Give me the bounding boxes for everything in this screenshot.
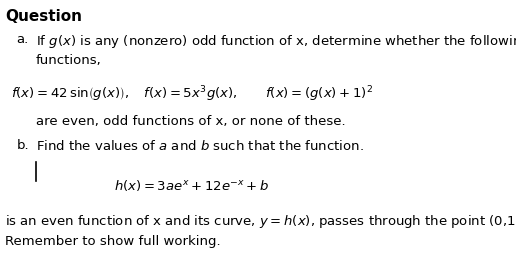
Text: are even, odd functions of x, or none of these.: are even, odd functions of x, or none of… [36, 116, 345, 128]
Text: is an even function of x and its curve, $y = h(x)$, passes through the point (0,: is an even function of x and its curve, … [5, 213, 516, 230]
Text: functions,: functions, [36, 54, 102, 67]
Text: Remember to show full working.: Remember to show full working. [5, 235, 221, 248]
Text: If $g(x)$ is any (nonzero) odd function of x, determine whether the following: If $g(x)$ is any (nonzero) odd function … [36, 33, 516, 51]
Text: $h(x) = 3ae^{x} + 12e^{-x} + b$: $h(x) = 3ae^{x} + 12e^{-x} + b$ [114, 178, 269, 193]
Text: Find the values of $a$ and $b$ such that the function.: Find the values of $a$ and $b$ such that… [36, 139, 363, 153]
Text: a.: a. [17, 33, 29, 46]
Text: b.: b. [17, 139, 29, 152]
Text: $f(x) = 42\,\sin\!\left(g(x)\right),\quad f(x) = 5x^3 g(x),\qquad f(x) = (g(x) +: $f(x) = 42\,\sin\!\left(g(x)\right),\qua… [11, 85, 373, 104]
Text: Question: Question [5, 9, 82, 24]
